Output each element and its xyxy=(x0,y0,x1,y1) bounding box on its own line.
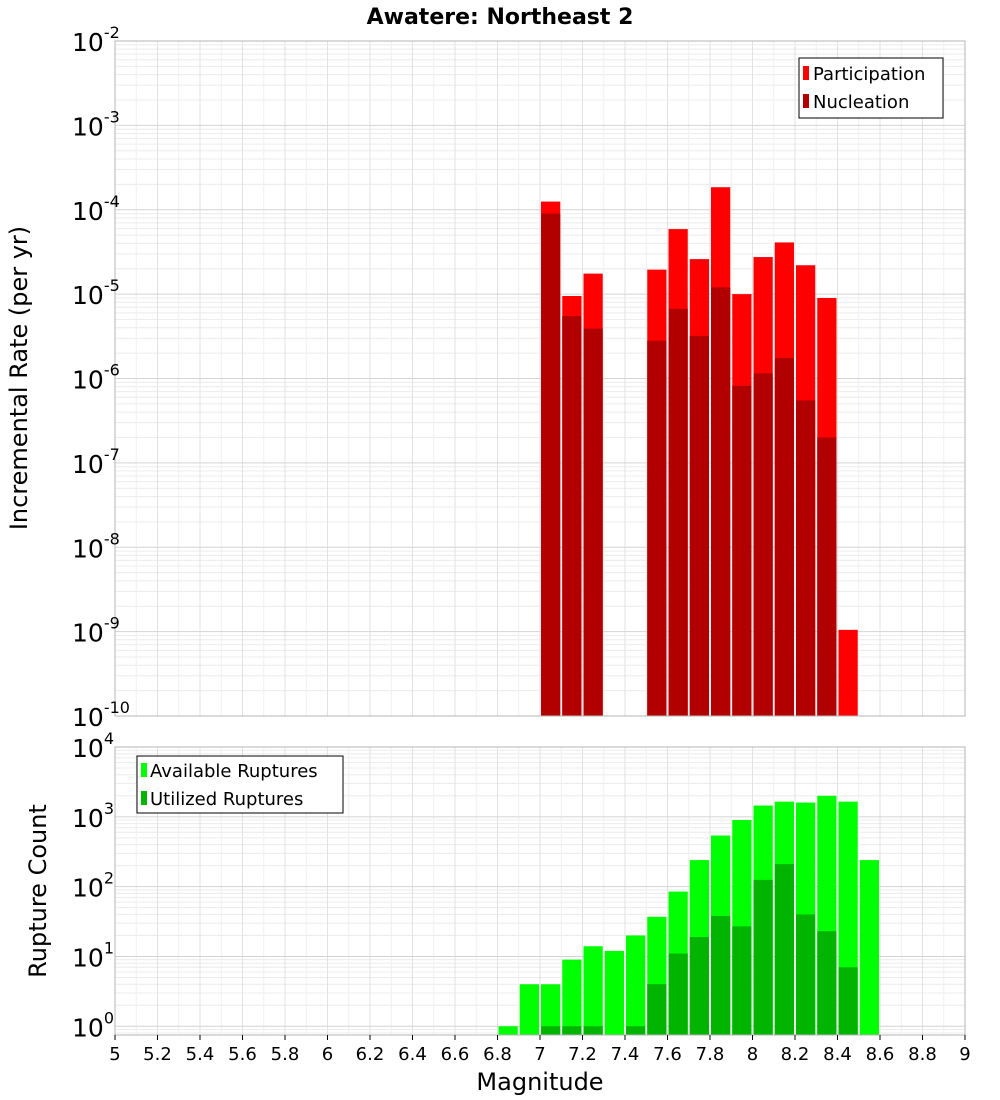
x-tick-label: 7 xyxy=(534,1044,545,1065)
nucleation-bar xyxy=(583,328,603,716)
available-ruptures-bar xyxy=(562,959,582,1035)
nucleation-bar xyxy=(711,287,731,716)
count-legend-box xyxy=(136,755,344,814)
participation-swatch xyxy=(803,66,809,80)
x-tick-label: 9 xyxy=(959,1044,970,1065)
participation-legend-label: Participation xyxy=(813,64,925,85)
rate-legend-box xyxy=(798,57,944,119)
chart-title: Awatere: Northeast 2 xyxy=(367,5,634,30)
x-tick-label: 8 xyxy=(747,1044,758,1065)
rate-bars xyxy=(541,187,858,717)
x-tick-label: 6.2 xyxy=(356,1044,385,1065)
x-tick-label: 5.8 xyxy=(271,1044,300,1065)
rate-y-axis-label: Incremental Rate (per yr) xyxy=(5,226,33,530)
available-ruptures-bar xyxy=(583,946,603,1035)
count-y-tick-label: 103 xyxy=(72,799,114,833)
x-tick-label: 6.4 xyxy=(398,1044,427,1065)
rate-legend: Participation Nucleation xyxy=(798,57,944,119)
rate-y-tick-label: 10-7 xyxy=(72,445,120,479)
x-tick-label: 7.8 xyxy=(696,1044,725,1065)
nucleation-bar xyxy=(817,437,837,716)
x-tick-label: 8.2 xyxy=(781,1044,810,1065)
nucleation-bar xyxy=(541,213,561,717)
x-tick-label: 7.6 xyxy=(653,1044,682,1065)
utilized-ruptures-bar xyxy=(753,879,773,1035)
utilized-ruptures-bar xyxy=(647,984,667,1035)
count-x-ticks: 5 5.2 5.4 5.6 5.8 6 6.2 6.4 6.6 6.8 7 7.2 7.4 7.6 7.8 8… xyxy=(109,1035,971,1065)
rate-y-ticks: 10-2 10-3 10-4 10-5 10-6 10-7 10-8 10-9 10-10 xyxy=(72,23,130,732)
rate-y-tick-label: 10-4 xyxy=(72,192,120,226)
nucleation-swatch xyxy=(803,94,809,108)
utilized-ruptures-bar xyxy=(732,926,752,1035)
x-tick-label: 6 xyxy=(322,1044,333,1065)
x-tick-label: 7.2 xyxy=(568,1044,597,1065)
x-tick-label: 5.6 xyxy=(228,1044,257,1065)
x-tick-label: 7.4 xyxy=(611,1044,640,1065)
utilized-ruptures-legend-label: Utilized Ruptures xyxy=(150,789,303,810)
available-ruptures-bar xyxy=(859,860,879,1035)
rate-y-tick-label: 10-9 xyxy=(72,614,120,648)
x-tick-label: 5 xyxy=(109,1044,120,1065)
nucleation-legend-label: Nucleation xyxy=(813,92,909,113)
utilized-ruptures-swatch xyxy=(141,791,147,805)
nucleation-bar xyxy=(562,316,582,716)
utilized-ruptures-bar xyxy=(626,1026,646,1035)
count-y-tick-label: 102 xyxy=(72,869,114,903)
utilized-ruptures-bar xyxy=(562,1026,582,1035)
count-y-tick-label: 104 xyxy=(72,729,114,763)
available-ruptures-bar xyxy=(604,950,624,1035)
x-tick-label: 8.6 xyxy=(866,1044,895,1065)
rate-y-tick-label: 10-10 xyxy=(72,698,130,732)
utilized-ruptures-bar xyxy=(689,936,709,1035)
rate-y-tick-label: 10-6 xyxy=(72,361,120,395)
utilized-ruptures-bar xyxy=(541,1026,561,1035)
count-legend: Available Ruptures Utilized Ruptures xyxy=(136,755,344,814)
available-ruptures-swatch xyxy=(141,763,147,777)
x-axis-label: Magnitude xyxy=(476,1068,603,1096)
rate-plot-frame xyxy=(114,40,966,717)
participation-bar xyxy=(838,629,858,716)
utilized-ruptures-bar xyxy=(838,967,858,1035)
rate-y-tick-label: 10-2 xyxy=(72,23,120,57)
nucleation-bar xyxy=(753,373,773,716)
utilized-ruptures-bar xyxy=(711,915,731,1035)
x-tick-label: 8.8 xyxy=(908,1044,937,1065)
utilized-ruptures-bar xyxy=(817,931,837,1035)
available-ruptures-bar xyxy=(626,935,646,1035)
x-tick-label: 5.4 xyxy=(186,1044,215,1065)
rate-grid xyxy=(114,40,966,717)
rate-panel: 10-2 10-3 10-4 10-5 10-6 10-7 10-8 10-9 10-10 In… xyxy=(5,23,966,732)
rate-y-tick-label: 10-3 xyxy=(72,107,120,141)
utilized-ruptures-bar xyxy=(796,914,816,1035)
x-tick-label: 5.2 xyxy=(143,1044,172,1065)
utilized-ruptures-bar xyxy=(774,864,794,1035)
count-y-tick-label: 101 xyxy=(72,938,114,972)
nucleation-bar xyxy=(774,357,794,716)
count-y-axis-label: Rupture Count xyxy=(24,804,52,978)
available-ruptures-bar xyxy=(541,984,561,1035)
nucleation-bar xyxy=(647,340,667,716)
x-tick-label: 6.8 xyxy=(483,1044,512,1065)
count-bars xyxy=(498,795,879,1035)
available-ruptures-bar xyxy=(519,984,539,1035)
x-tick-label: 8.4 xyxy=(823,1044,852,1065)
utilized-ruptures-bar xyxy=(668,953,688,1035)
count-y-ticks: 104 103 102 101 100 xyxy=(72,729,114,1042)
x-tick-label: 6.6 xyxy=(441,1044,470,1065)
rate-y-tick-label: 10-5 xyxy=(72,276,120,310)
nucleation-bar xyxy=(668,308,688,716)
nucleation-bar xyxy=(796,400,816,716)
count-panel: 104 103 102 101 100 5 5.2 5.4 5.6 5.8 6 6.2 6.4 6.6 6… xyxy=(24,729,971,1096)
nucleation-bar xyxy=(689,335,709,716)
available-ruptures-bar xyxy=(498,1026,518,1035)
available-ruptures-legend-label: Available Ruptures xyxy=(150,761,318,782)
rate-y-tick-label: 10-8 xyxy=(72,529,120,563)
utilized-ruptures-bar xyxy=(583,1026,603,1035)
nucleation-bar xyxy=(732,385,752,716)
count-y-tick-label: 100 xyxy=(72,1008,114,1042)
